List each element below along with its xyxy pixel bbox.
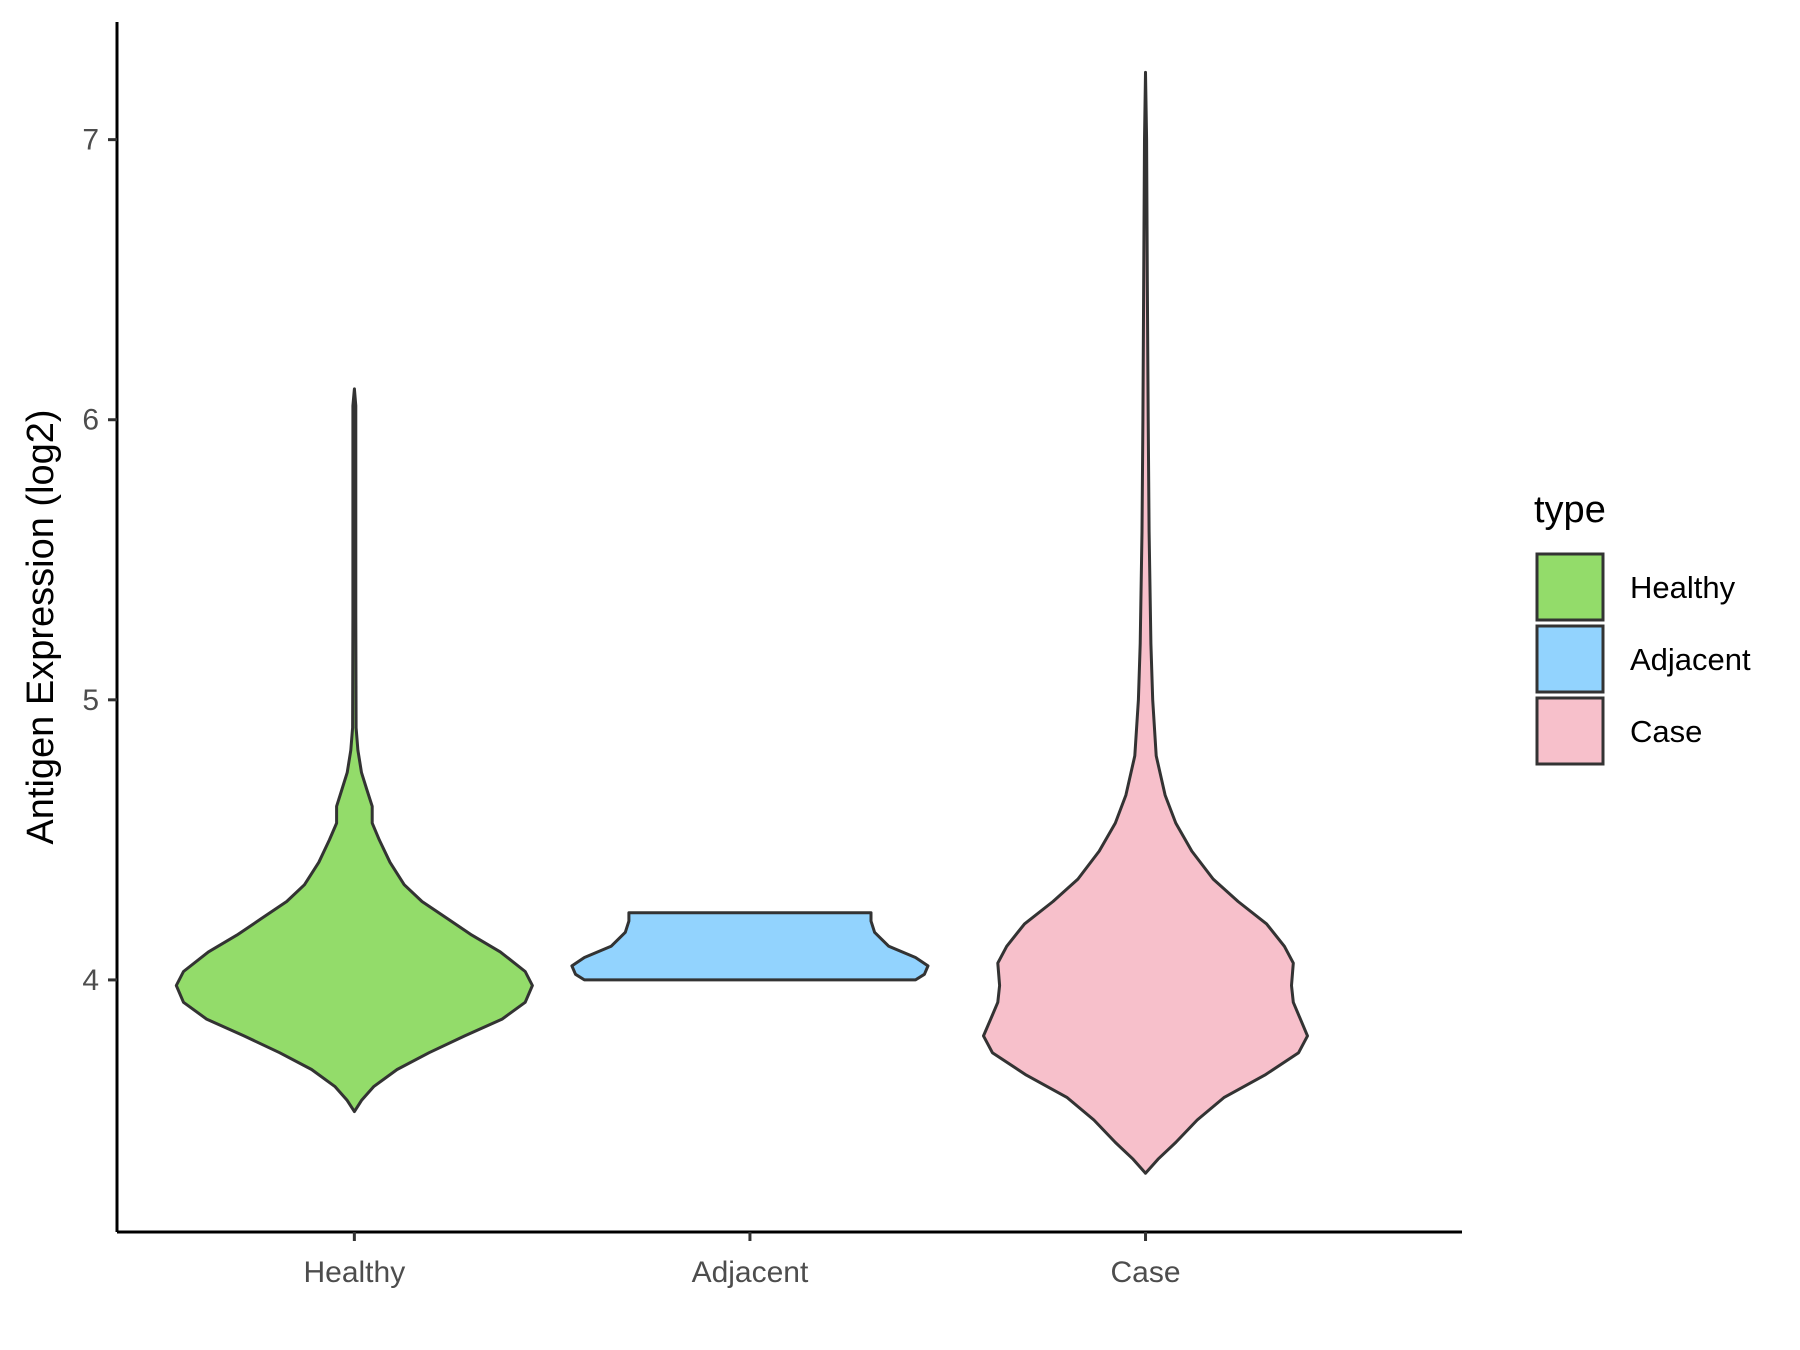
y-tick-label: 5 [82, 684, 99, 717]
legend: type Healthy Adjacent Case [1534, 489, 1751, 766]
x-tick-label-healthy: Healthy [303, 1256, 405, 1289]
y-tick-label: 7 [82, 124, 99, 157]
legend-label-adjacent: Adjacent [1630, 642, 1751, 677]
y-axis-title: Antigen Expression (log2) [20, 409, 62, 844]
legend-label-healthy: Healthy [1630, 570, 1736, 605]
legend-swatch-adjacent [1535, 624, 1605, 694]
x-axis: Healthy Adjacent Case [117, 1230, 1462, 1289]
y-tick-label: 6 [82, 404, 99, 437]
legend-swatch-healthy [1535, 552, 1605, 622]
x-tick-label-case: Case [1111, 1256, 1181, 1289]
x-tick-label-adjacent: Adjacent [692, 1256, 809, 1289]
violin-layer [174, 70, 1309, 1175]
violin-healthy [174, 387, 534, 1114]
y-axis: 4 5 6 7 [82, 22, 119, 1232]
violin-adjacent [570, 911, 930, 982]
y-tick-label: 4 [82, 964, 99, 997]
legend-label-case: Case [1630, 714, 1702, 749]
legend-swatch-case [1535, 696, 1605, 766]
violin-case [982, 70, 1309, 1175]
legend-title: type [1534, 489, 1606, 531]
